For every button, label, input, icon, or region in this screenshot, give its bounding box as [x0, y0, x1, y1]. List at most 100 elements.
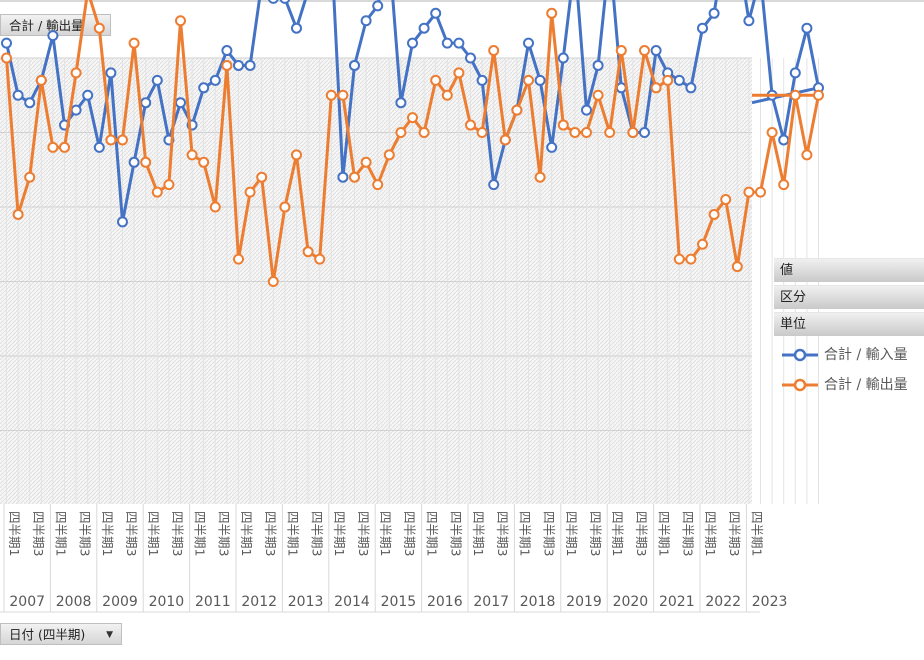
data-point [128, 37, 140, 49]
field-button-date-quarter[interactable]: 日付 (四半期) ▼ [0, 623, 122, 645]
quarter-tick-label: 四半期1 [564, 511, 579, 556]
year-tick-label: 2009 [102, 594, 138, 610]
data-point [163, 179, 175, 191]
data-point [523, 37, 534, 49]
quarter-tick-label: 四半期1 [100, 511, 115, 556]
data-point [1, 37, 12, 49]
quarter-tick-label: 四半期3 [31, 511, 46, 556]
data-point [209, 201, 221, 213]
data-point [476, 127, 488, 138]
data-point [546, 7, 558, 19]
quarter-tick-label: 四半期1 [239, 511, 254, 556]
data-point [383, 149, 395, 161]
data-point [534, 74, 546, 86]
data-point [430, 7, 442, 19]
quarter-tick-label: 四半期3 [681, 511, 696, 556]
data-point [743, 15, 755, 27]
quarter-tick-label: 四半期3 [356, 511, 371, 556]
data-point [743, 186, 755, 198]
year-tick-label: 2013 [288, 594, 324, 610]
quarter-tick-label: 四半期3 [727, 511, 742, 556]
data-point [70, 104, 82, 116]
year-tick-label: 2020 [613, 594, 649, 610]
data-point [639, 45, 650, 57]
data-point [453, 67, 465, 79]
data-point [673, 74, 685, 86]
data-point [268, 0, 279, 4]
quarter-tick-label: 四半期1 [7, 511, 22, 556]
data-point [233, 59, 244, 71]
year-tick-label: 2021 [659, 594, 695, 610]
data-point [221, 45, 233, 57]
legend-item-export-volume: 合計 / 輸出量 [774, 369, 924, 399]
data-point [1, 52, 12, 64]
data-point [244, 59, 256, 71]
data-point [337, 171, 349, 183]
data-point [557, 119, 569, 131]
data-point [291, 22, 302, 34]
data-point [581, 127, 592, 138]
data-point [755, 186, 766, 198]
data-point [105, 134, 117, 146]
dropdown-arrow-icon[interactable]: ▼ [106, 630, 113, 640]
data-point [615, 82, 627, 94]
legend-marker-orange [782, 378, 818, 392]
data-point [418, 127, 430, 138]
data-point [407, 37, 418, 49]
data-point [523, 74, 534, 86]
data-point [697, 22, 708, 34]
data-point [407, 112, 418, 124]
legend-header-unit[interactable]: 単位 [774, 312, 924, 336]
legend-marker-blue [782, 348, 818, 362]
quarter-tick-label: 四半期1 [517, 511, 532, 556]
data-point [395, 97, 407, 109]
year-tick-label: 2018 [520, 594, 556, 610]
data-point [801, 149, 813, 161]
data-point [604, 127, 616, 138]
data-point [140, 156, 152, 168]
data-point [233, 253, 244, 265]
legend-header-value[interactable]: 値 [774, 258, 924, 282]
legend-header-category[interactable]: 区分 [774, 285, 924, 309]
data-point [82, 89, 94, 101]
data-point [175, 97, 186, 109]
data-point [128, 156, 140, 168]
data-point [697, 238, 708, 250]
data-point [291, 149, 302, 161]
legend-item-import-volume: 合計 / 輸入量 [774, 339, 924, 369]
year-tick-label: 2012 [241, 594, 277, 610]
data-point [766, 127, 778, 138]
quarter-tick-label: 四半期1 [425, 511, 440, 556]
data-point [581, 104, 592, 116]
data-point [534, 171, 546, 183]
data-point [151, 186, 163, 198]
quarter-tick-label: 四半期3 [217, 511, 232, 556]
date-field-label: 日付 (四半期) [9, 627, 86, 642]
data-point [650, 82, 662, 94]
year-tick-label: 2010 [149, 594, 185, 610]
data-point [569, 127, 581, 138]
data-point [685, 253, 697, 265]
quarter-tick-label: 四半期1 [610, 511, 625, 556]
data-point [708, 7, 720, 19]
quarter-tick-label: 四半期3 [77, 511, 92, 556]
data-point [337, 89, 349, 101]
data-point [244, 186, 256, 198]
data-point [673, 253, 685, 265]
data-point [47, 141, 59, 153]
data-point [615, 45, 627, 57]
data-point [441, 37, 453, 49]
data-point [93, 141, 105, 153]
quarter-tick-label: 四半期1 [146, 511, 161, 556]
quarter-tick-label: 四半期3 [588, 511, 603, 556]
quarter-tick-label: 四半期3 [541, 511, 556, 556]
series-export [1, 0, 824, 287]
year-tick-label: 2007 [9, 594, 45, 610]
data-point [453, 37, 465, 49]
data-point [430, 74, 442, 86]
data-point [117, 134, 128, 146]
quarter-tick-label: 四半期3 [309, 511, 324, 556]
data-point [488, 179, 500, 191]
data-point [546, 141, 558, 153]
data-point [789, 67, 801, 79]
